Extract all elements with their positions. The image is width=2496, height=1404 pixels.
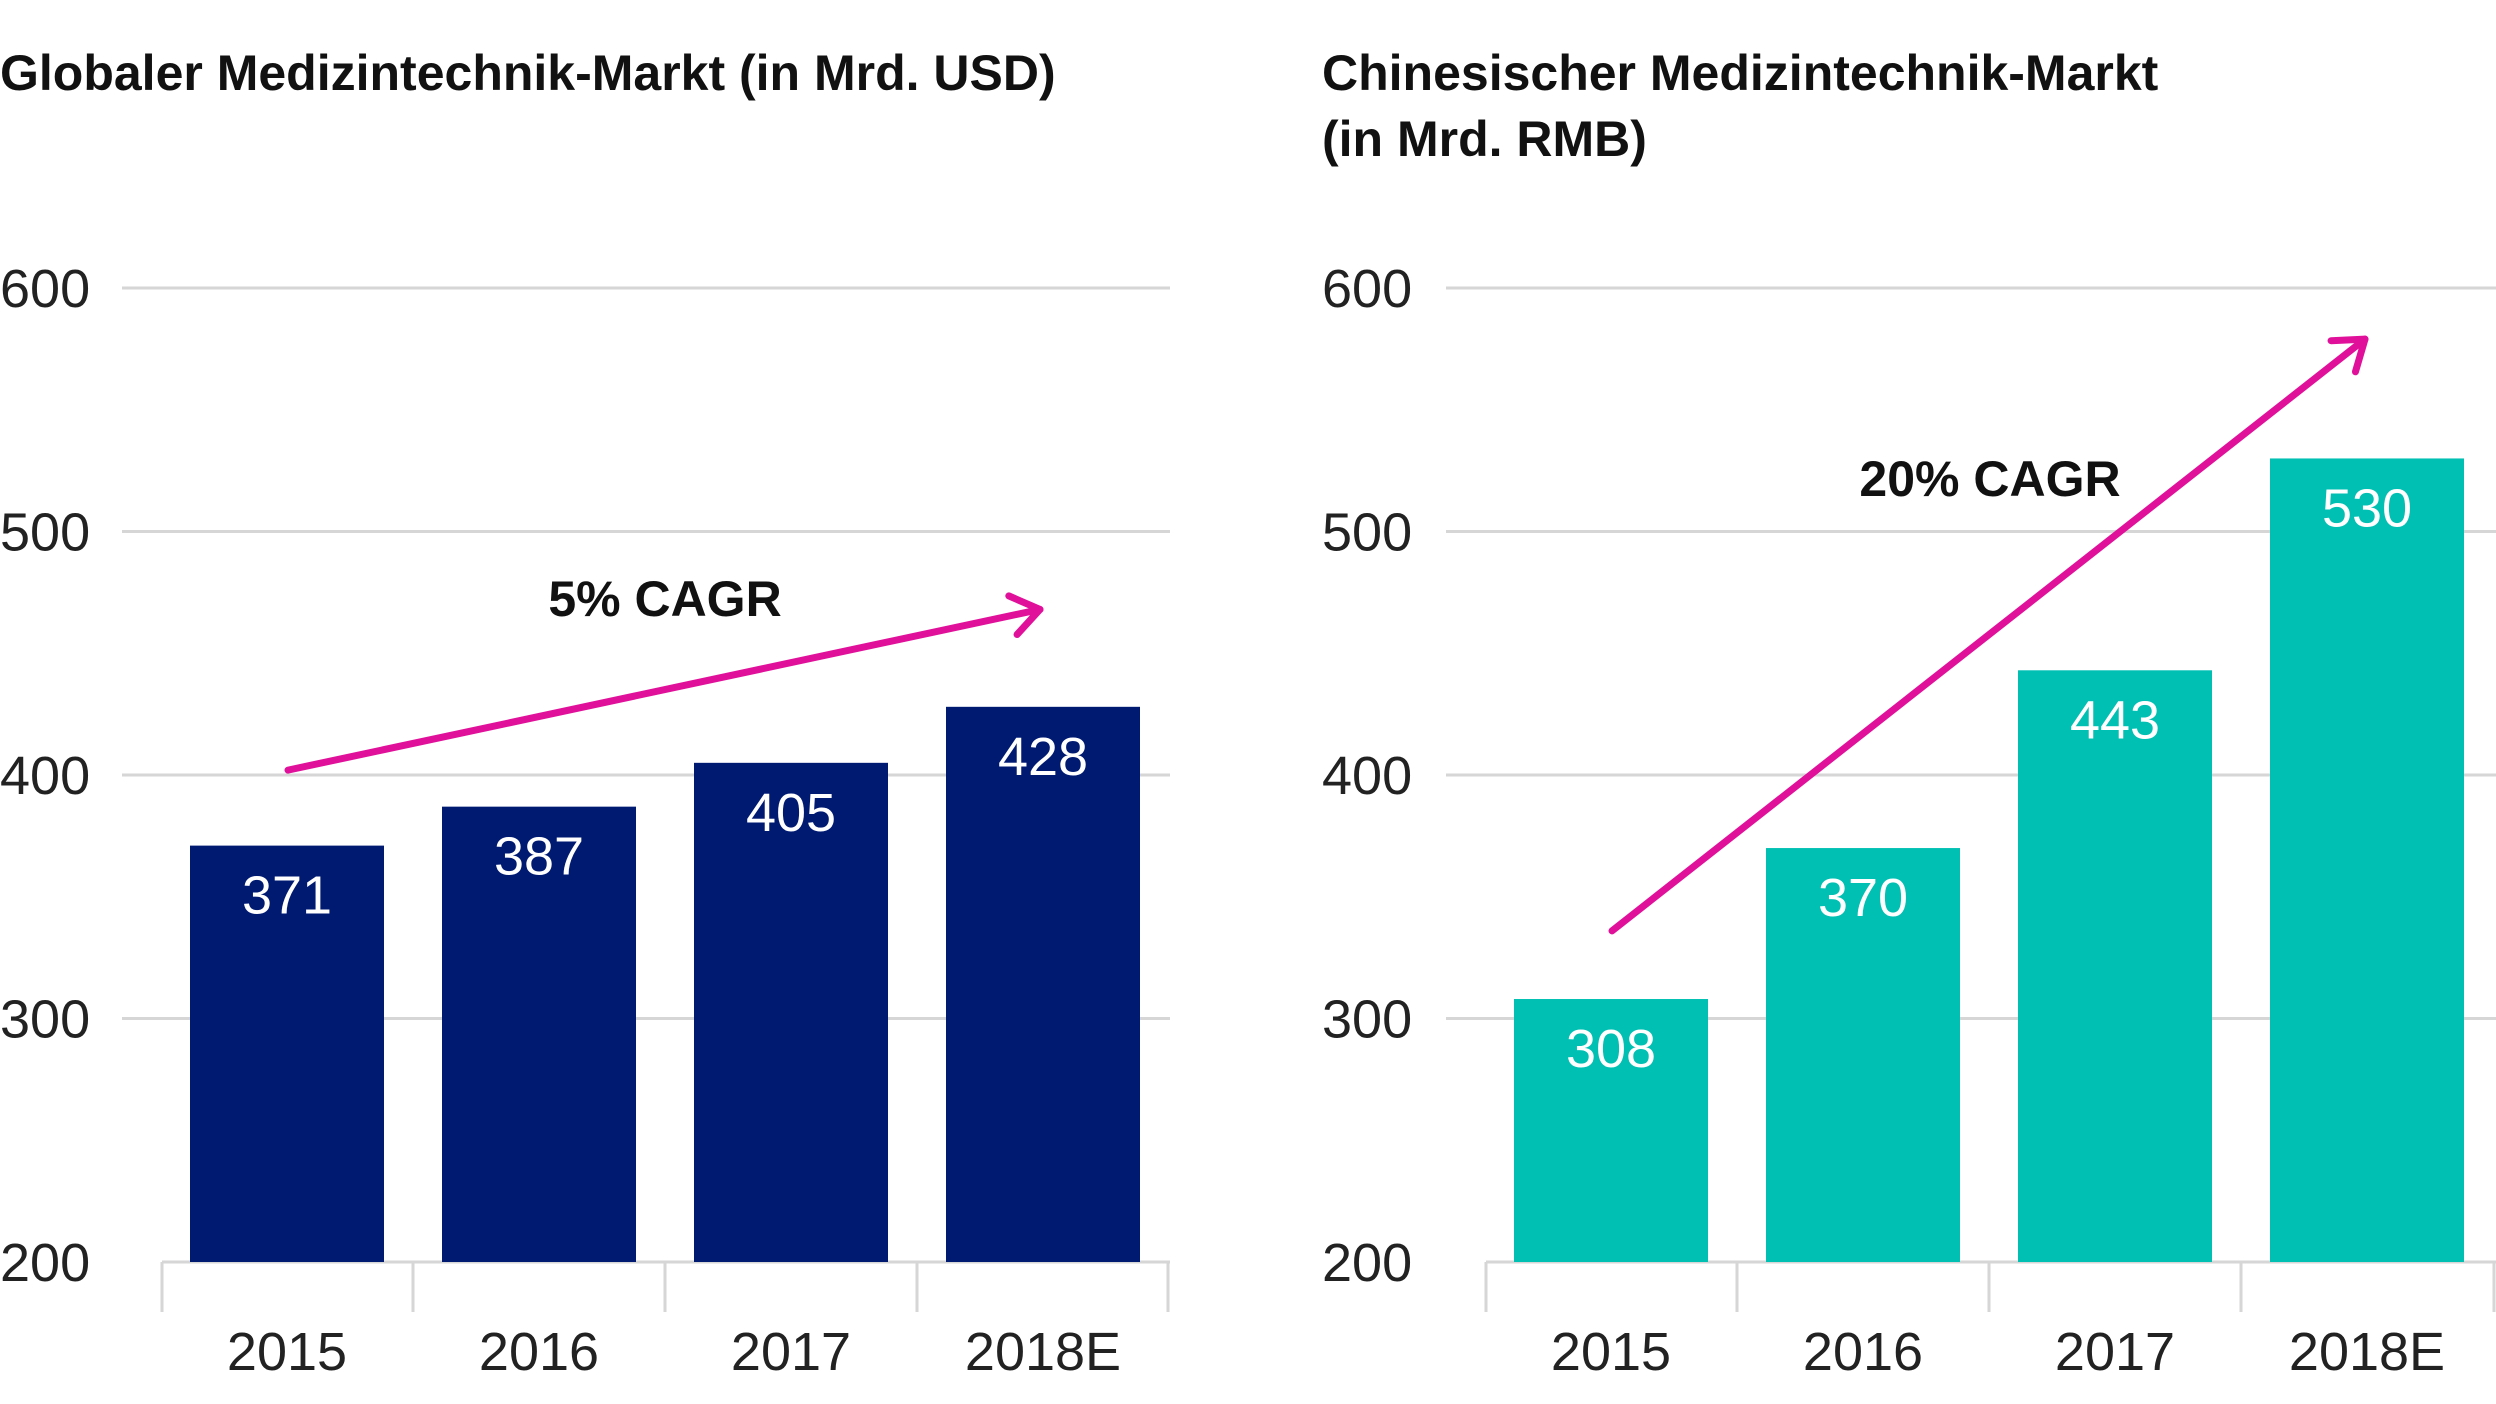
- cagr-label: 5% CAGR: [548, 571, 781, 627]
- y-tick-label-400: 400: [0, 746, 90, 806]
- y-tick-label-200: 200: [0, 1233, 90, 1293]
- cagr-label: 20% CAGR: [1859, 451, 2120, 507]
- value-label-2015: 308: [1566, 1019, 1656, 1079]
- x-tick-label-2015: 2015: [227, 1322, 347, 1382]
- chart-title-china-line-2: (in Mrd. RMB): [1322, 111, 1647, 167]
- chart-title-china-line-1: Chinesischer Medizintechnik-Markt: [1322, 45, 2159, 101]
- bar-2017: [2018, 670, 2212, 1262]
- bar-2018E: [2270, 458, 2464, 1262]
- cagr-arrow-head: [1005, 592, 1044, 639]
- value-label-2016: 387: [494, 827, 584, 887]
- y-tick-label-200: 200: [1322, 1233, 1412, 1293]
- value-label-2018E: 428: [998, 727, 1088, 787]
- x-tick-label-2016: 2016: [479, 1322, 599, 1382]
- bar-2016: [442, 806, 636, 1262]
- value-label-2015: 371: [242, 866, 332, 926]
- y-tick-label-600: 600: [0, 259, 90, 319]
- x-tick-label-2017: 2017: [2055, 1322, 2175, 1382]
- value-label-2017: 405: [746, 783, 836, 843]
- x-tick-label-2016: 2016: [1803, 1322, 1923, 1382]
- value-label-2017: 443: [2070, 690, 2160, 750]
- bar-2015: [1514, 999, 1708, 1262]
- y-tick-label-500: 500: [1322, 503, 1412, 563]
- y-tick-label-400: 400: [1322, 746, 1412, 806]
- chart-global: 200 300 400 500 600 371 2015 387 2016 405 2017 428 2…: [0, 259, 1170, 1382]
- bar-2017: [694, 762, 888, 1262]
- cagr-arrow-head: [2327, 335, 2369, 376]
- value-label-2016: 370: [1818, 868, 1908, 928]
- x-tick-label-2017: 2017: [731, 1322, 851, 1382]
- x-tick-label-2015: 2015: [1551, 1322, 1671, 1382]
- x-tick-label-2018E: 2018E: [2289, 1322, 2445, 1382]
- y-tick-label-300: 300: [0, 990, 90, 1050]
- chart-china: 200 300 400 500 600 308 2015 370 2016 443 2017 530 2…: [1322, 259, 2496, 1382]
- bar-2015: [190, 845, 384, 1262]
- cagr-arrow-line: [284, 605, 1044, 774]
- value-label-2018E: 530: [2322, 478, 2412, 538]
- cagr-arrow-line: [1608, 335, 2369, 935]
- bar-2016: [1766, 848, 1960, 1262]
- chart-title-global: Globaler Medizintechnik-Markt (in Mrd. U…: [0, 45, 1056, 101]
- y-tick-label-600: 600: [1322, 259, 1412, 319]
- y-tick-label-500: 500: [0, 503, 90, 563]
- y-tick-label-300: 300: [1322, 990, 1412, 1050]
- bar-2018E: [946, 706, 1140, 1262]
- chart-title-china: Chinesischer Medizintechnik-Markt (in Mr…: [1322, 40, 2158, 172]
- x-tick-label-2018E: 2018E: [965, 1322, 1121, 1382]
